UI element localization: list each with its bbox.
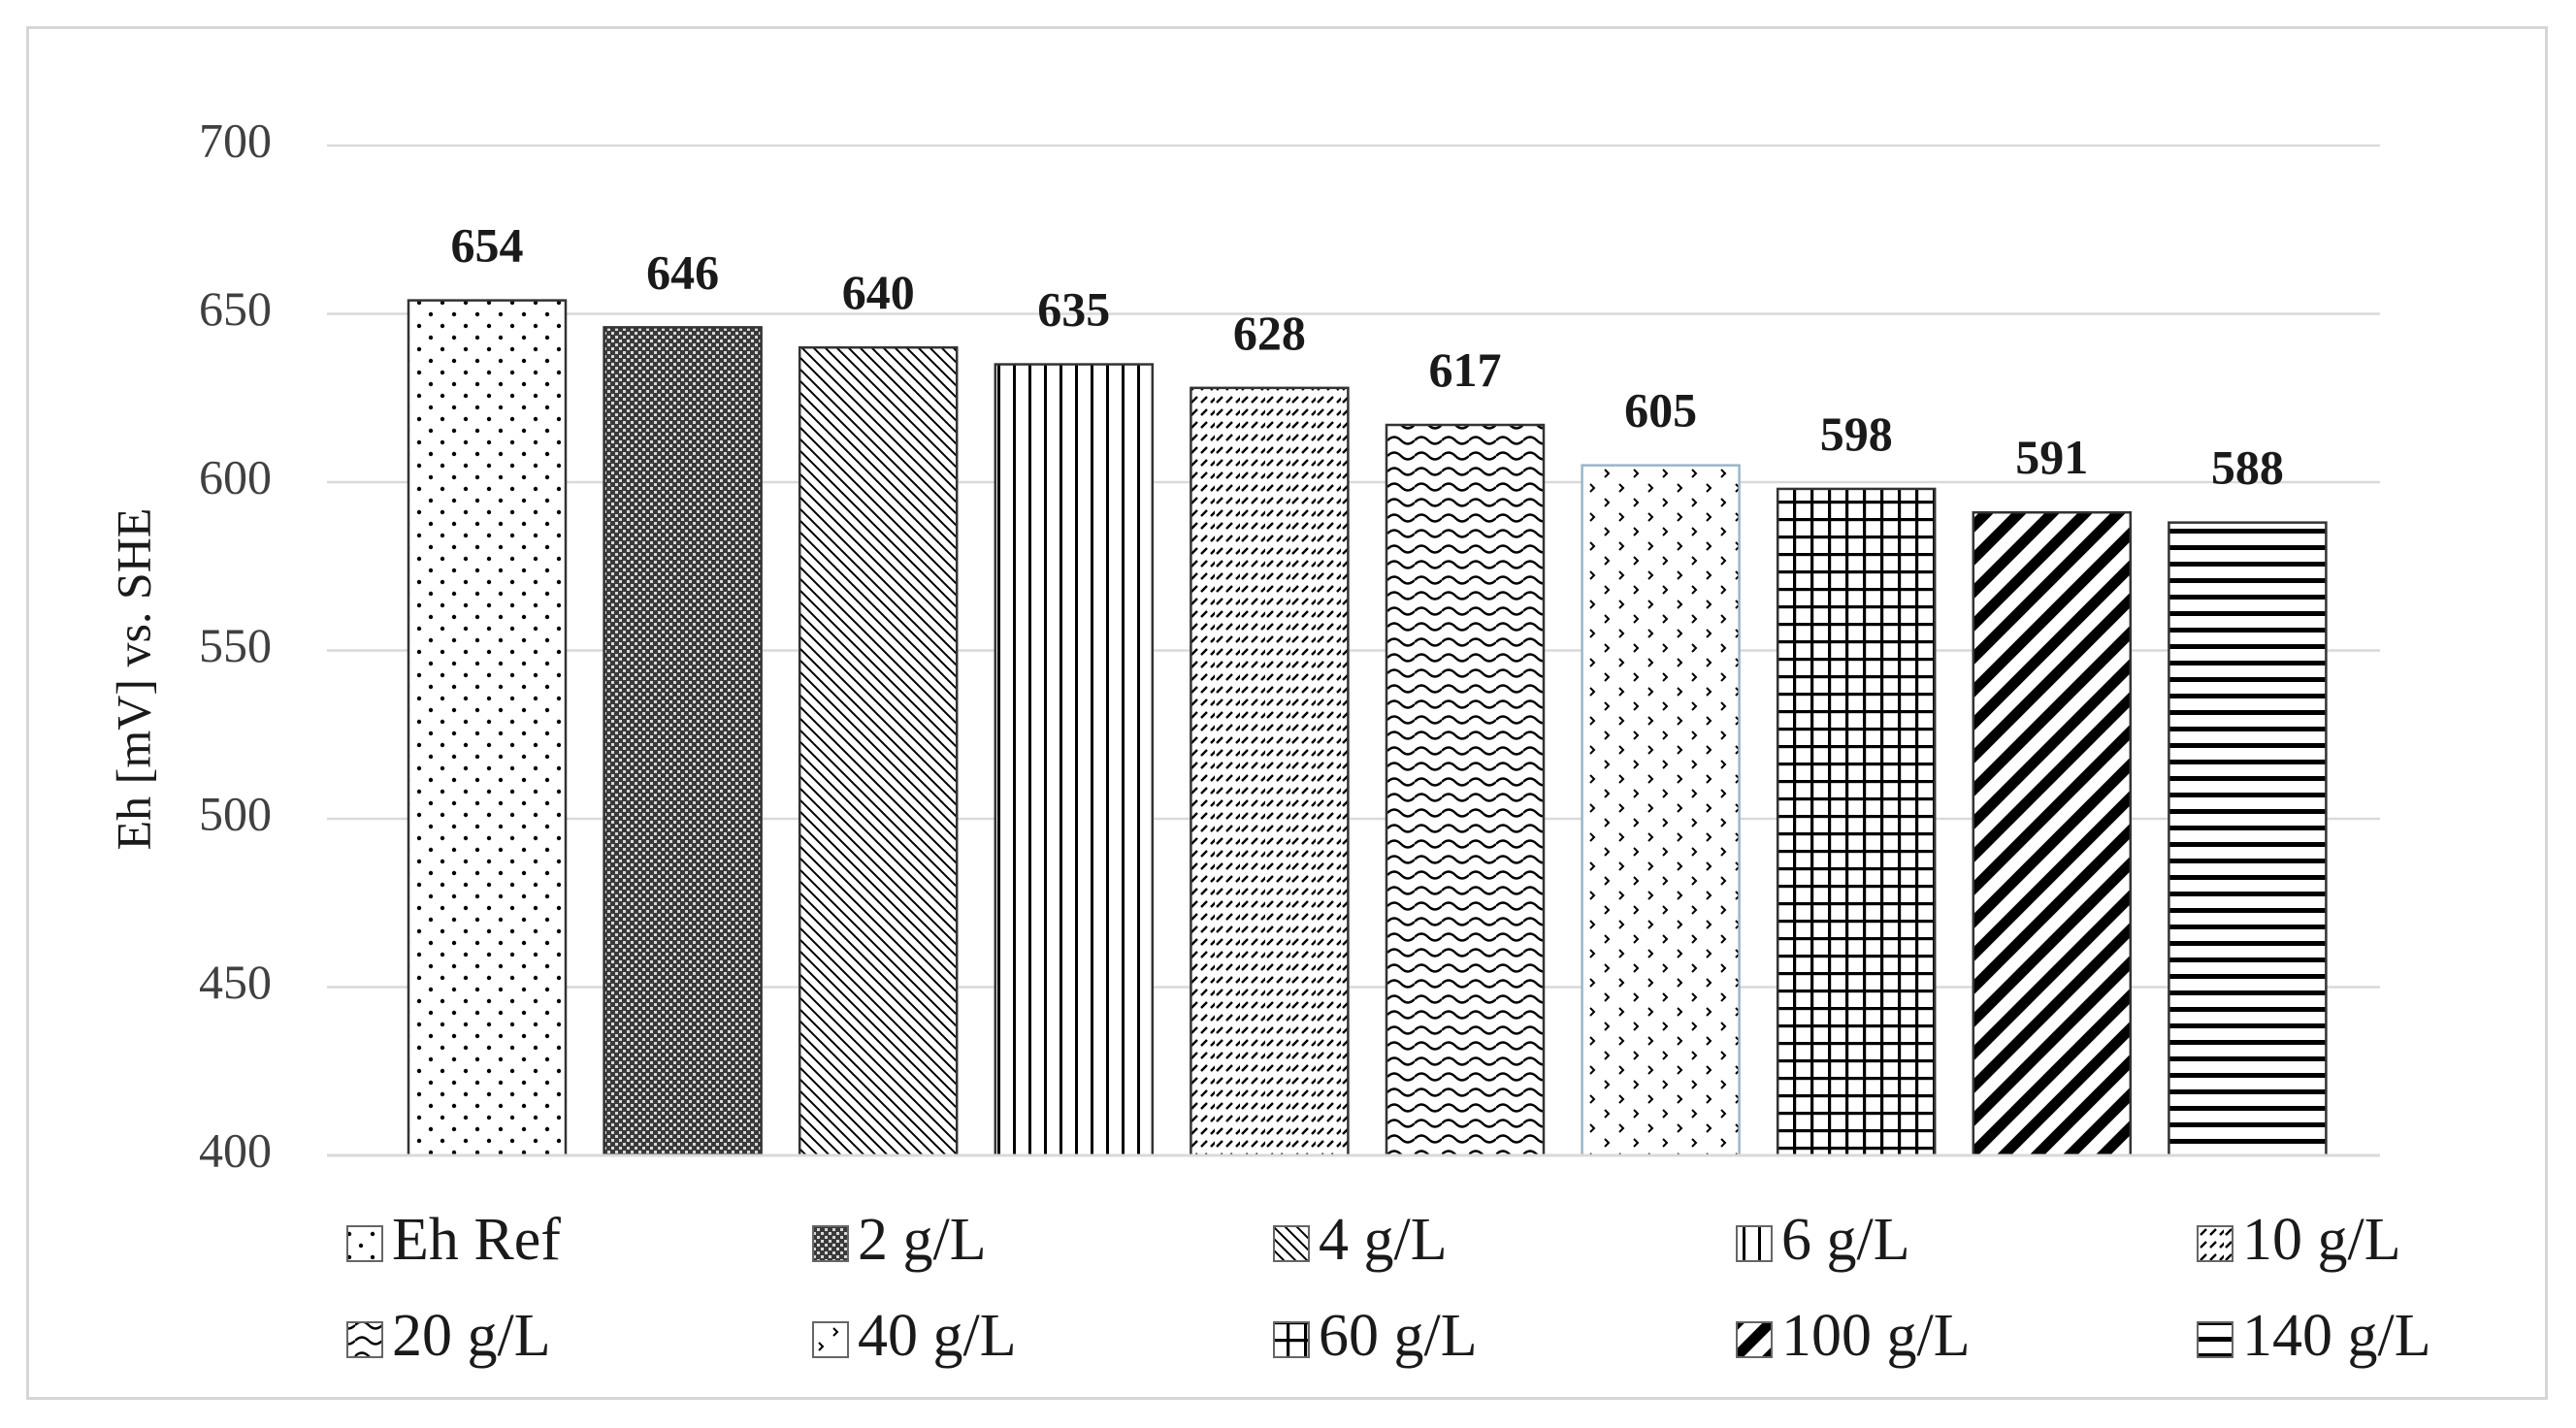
y-tick-label: 600 <box>199 449 272 503</box>
y-tick-label: 550 <box>199 618 272 672</box>
data-labels: 654 646 640 635 628 617 605 598 591 588 <box>451 218 2284 495</box>
legend-swatch <box>812 1225 849 1262</box>
data-label: 598 <box>1820 406 1893 461</box>
bar <box>1581 464 1741 1157</box>
legend: Eh Ref 2 g/L 4 g/L 6 g/L 10 g/L 20 g/L 40 g/L 6… <box>346 1207 2431 1369</box>
legend-label: 100 g/L <box>1781 1303 1971 1369</box>
legend-item: 140 g/L <box>2197 1303 2431 1369</box>
bar <box>407 299 568 1157</box>
bar <box>1972 510 2133 1157</box>
legend-item: 10 g/L <box>2197 1207 2401 1273</box>
data-label: 654 <box>451 218 524 273</box>
legend-label: 4 g/L <box>1319 1207 1448 1273</box>
legend-label: 2 g/L <box>858 1207 987 1273</box>
legend-item: 6 g/L <box>1736 1207 1910 1273</box>
legend-swatch <box>1736 1225 1773 1262</box>
legend-label: Eh Ref <box>392 1207 561 1273</box>
data-label: 588 <box>2211 440 2284 495</box>
bar <box>1776 487 1937 1157</box>
y-tick-label: 500 <box>199 786 272 840</box>
y-tick-label: 650 <box>199 281 272 336</box>
bar <box>798 345 959 1157</box>
bar <box>2168 521 2328 1157</box>
data-label: 628 <box>1233 306 1306 360</box>
y-tick-label: 400 <box>199 1122 272 1177</box>
legend-item: 60 g/L <box>1273 1303 1478 1369</box>
y-tick-label: 450 <box>199 955 272 1009</box>
legend-label: 40 g/L <box>858 1303 1017 1369</box>
bar <box>994 363 1155 1157</box>
legend-swatch <box>1736 1321 1773 1358</box>
y-tick-label: 700 <box>199 113 272 167</box>
legend-label: 60 g/L <box>1319 1303 1478 1369</box>
chart-frame: 400 450 500 550 600 650 700 654 646 640 635 628 617… <box>26 26 2548 1400</box>
bar-chart: 400 450 500 550 600 650 700 654 646 640 635 628 617… <box>106 113 2431 1369</box>
legend-item: 20 g/L <box>346 1303 551 1369</box>
bar <box>603 326 763 1157</box>
legend-swatch <box>1273 1321 1310 1358</box>
legend-label: 140 g/L <box>2242 1303 2431 1369</box>
data-label: 617 <box>1429 342 1502 397</box>
legend-label: 10 g/L <box>2242 1207 2401 1273</box>
data-label: 646 <box>646 244 719 299</box>
legend-swatch <box>346 1225 383 1262</box>
legend-label: 6 g/L <box>1781 1207 1910 1273</box>
legend-item: 2 g/L <box>812 1207 987 1273</box>
legend-label: 20 g/L <box>392 1303 551 1369</box>
y-axis-label: Eh [mV] vs. SHE <box>106 508 160 851</box>
data-label: 640 <box>842 265 915 319</box>
legend-item: 40 g/L <box>812 1303 1017 1369</box>
bars <box>407 299 2328 1157</box>
legend-swatch <box>346 1321 383 1358</box>
y-axis-ticks: 400 450 500 550 600 650 700 <box>199 113 272 1177</box>
data-label: 605 <box>1624 383 1697 438</box>
data-label: 591 <box>2015 430 2088 484</box>
legend-item: Eh Ref <box>346 1207 561 1273</box>
legend-swatch <box>1273 1225 1310 1262</box>
legend-item: 100 g/L <box>1736 1303 1971 1369</box>
bar <box>1385 423 1546 1157</box>
legend-swatch <box>2197 1321 2234 1358</box>
data-label: 635 <box>1037 282 1110 337</box>
bar <box>1190 386 1350 1157</box>
legend-swatch <box>2197 1225 2234 1262</box>
legend-swatch <box>812 1321 849 1358</box>
legend-item: 4 g/L <box>1273 1207 1448 1273</box>
